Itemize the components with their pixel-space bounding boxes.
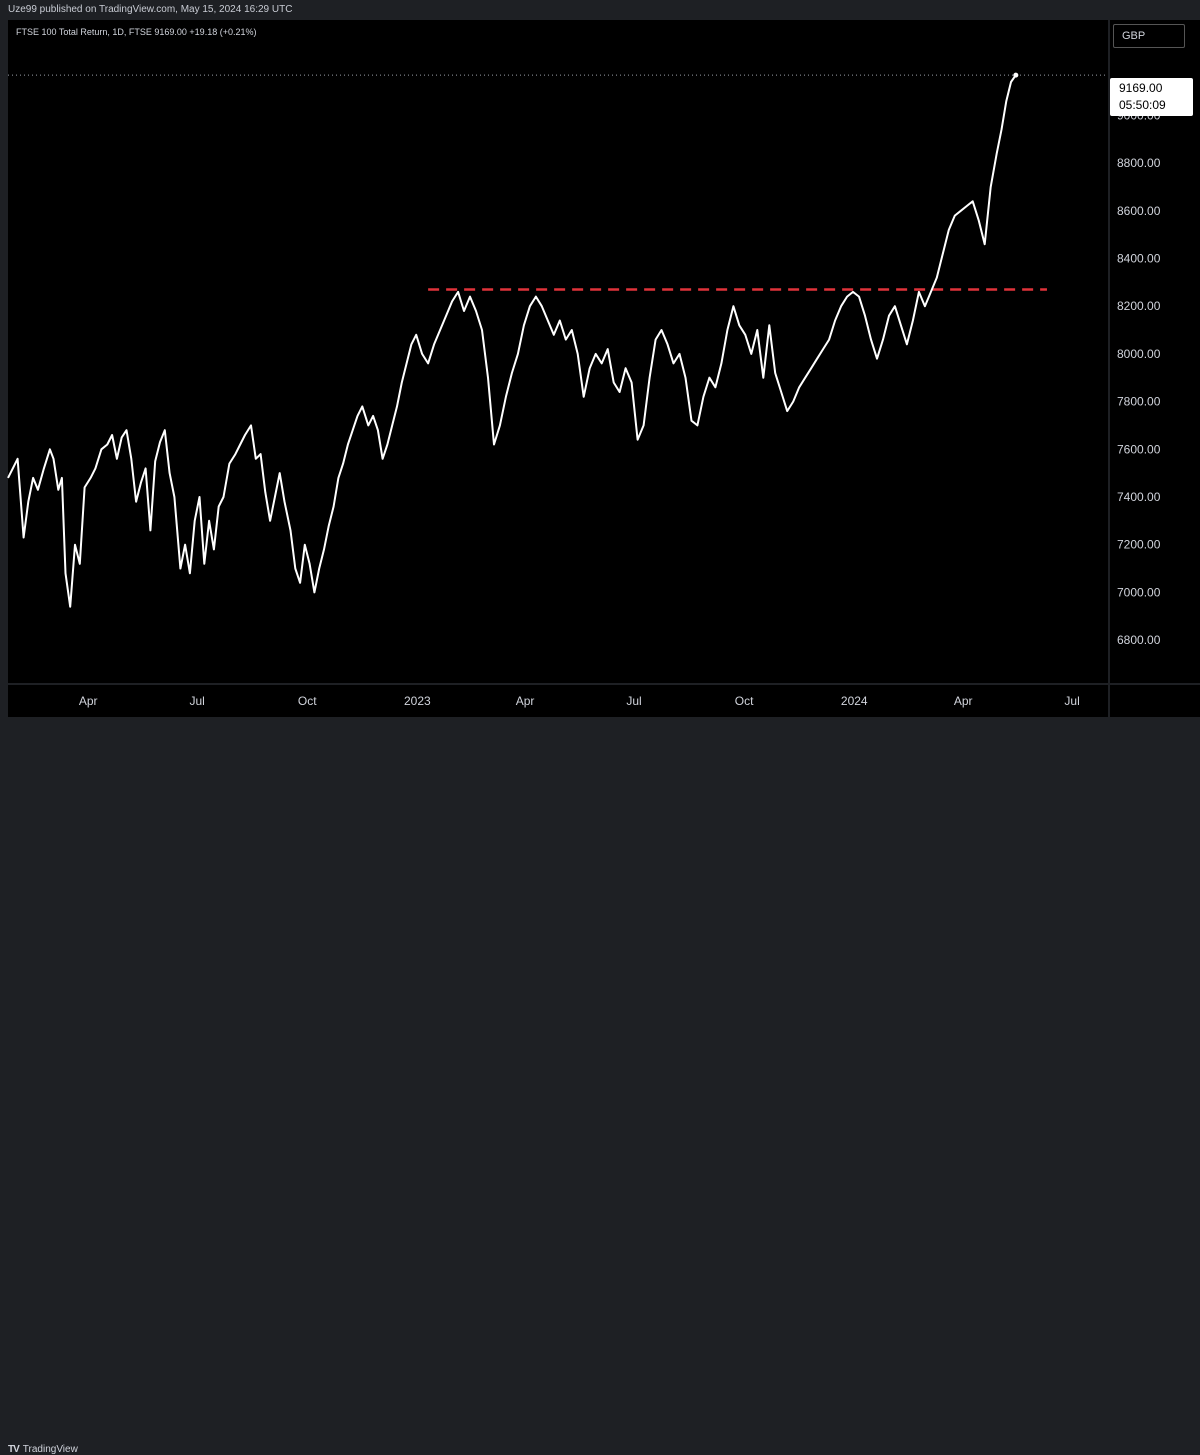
price-series-line xyxy=(7,74,1017,608)
time-axis[interactable] xyxy=(8,685,1108,717)
tradingview-logo[interactable]: TV TradingView xyxy=(8,1444,78,1455)
footer-bar: TV TradingView xyxy=(0,718,1200,1455)
x-tick-label: Apr xyxy=(516,694,535,708)
y-tick-label: 8600.00 xyxy=(1117,204,1161,218)
symbol-legend: FTSE 100 Total Return, 1D, FTSE 9169.00 … xyxy=(16,27,257,37)
y-tick-label: 6800.00 xyxy=(1117,633,1161,647)
bar-countdown: 05:50:09 xyxy=(1119,98,1166,112)
currency-selector[interactable]: GBP xyxy=(1113,24,1185,48)
last-price-label: 9169.00 05:50:09 xyxy=(1110,78,1193,116)
price-chart: 6800.00 7000.00 7200.00 7400.00 7600.00 7800.… xyxy=(7,72,1161,708)
x-tick-label: 2024 xyxy=(841,694,868,708)
published-caption: Uze99 published on TradingView.com, May … xyxy=(8,4,293,15)
x-tick-label: Oct xyxy=(298,694,317,708)
x-tick-label: Jul xyxy=(626,694,641,708)
y-tick-label: 7000.00 xyxy=(1117,585,1161,599)
x-tick-label: 2023 xyxy=(404,694,431,708)
y-tick-label: 7600.00 xyxy=(1117,442,1161,456)
tradingview-logo-icon: TV xyxy=(8,1444,20,1455)
y-tick-label: 7800.00 xyxy=(1117,395,1161,409)
x-tick-label: Jul xyxy=(1064,694,1079,708)
y-tick-label: 8800.00 xyxy=(1117,156,1161,170)
axis-corner xyxy=(1110,685,1200,717)
y-tick-label: 8000.00 xyxy=(1117,347,1161,361)
last-price-point xyxy=(1013,72,1019,78)
y-tick-label: 8200.00 xyxy=(1117,299,1161,313)
tradingview-logo-text: TradingView xyxy=(22,1444,78,1455)
last-price-value: 9169.00 xyxy=(1119,81,1163,95)
x-tick-label: Apr xyxy=(79,694,98,708)
y-tick-label: 8400.00 xyxy=(1117,251,1161,265)
x-tick-label: Apr xyxy=(954,694,973,708)
x-tick-label: Oct xyxy=(735,694,754,708)
y-tick-label: 7200.00 xyxy=(1117,538,1161,552)
price-axis[interactable] xyxy=(1110,20,1200,683)
x-tick-label: Jul xyxy=(189,694,204,708)
y-tick-label: 7400.00 xyxy=(1117,490,1161,504)
chart-plot-area[interactable] xyxy=(8,20,1108,683)
top-bar: Uze99 published on TradingView.com, May … xyxy=(0,0,1200,20)
